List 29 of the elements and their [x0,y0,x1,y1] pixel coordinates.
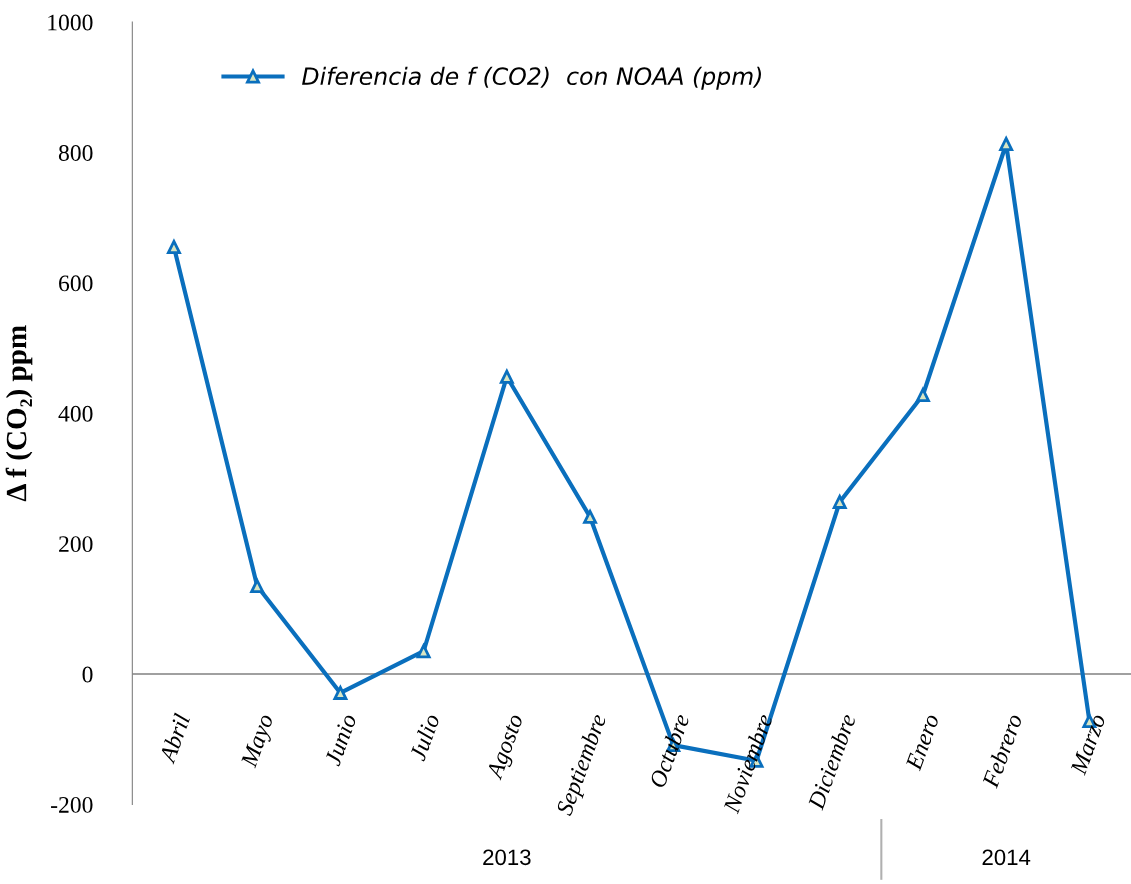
x-tick-label: Junio [324,712,357,767]
x-tick-label: Febrero [981,712,1023,789]
text: 2014 [982,849,1031,866]
x-tick-label: Mayo [240,713,279,771]
point [250,579,265,593]
y-axis-title: Δ f (CO₂) ppm [5,325,33,502]
point [999,137,1014,151]
text: 2013 [483,849,531,866]
x-tick-label: Octubre [648,712,690,789]
point [166,240,181,254]
x-tick-label: Marzo [1070,713,1106,776]
y-tick-label: 800 [58,144,93,161]
x-tick-label: Abril [157,712,191,765]
y-tick-label: 1000 [48,14,93,31]
point [583,509,597,524]
x-tick-label: Agosto [485,712,528,783]
legend-label: Diferencia de f (CO2) con NOAA (ppm) [302,66,761,90]
y-tick-label: 600 [59,275,93,292]
point [416,644,431,659]
point [916,388,930,402]
y-tick-label: 400 [58,405,93,422]
y-tick-label: 0 [82,666,93,683]
x-tick-label: Enero [905,713,940,772]
point [832,494,847,509]
x-tick-label: Julio [408,712,441,762]
y-tick-label: -200 [51,796,93,813]
y-tick-label: 200 [59,536,93,553]
point [499,369,514,384]
point [333,686,348,700]
